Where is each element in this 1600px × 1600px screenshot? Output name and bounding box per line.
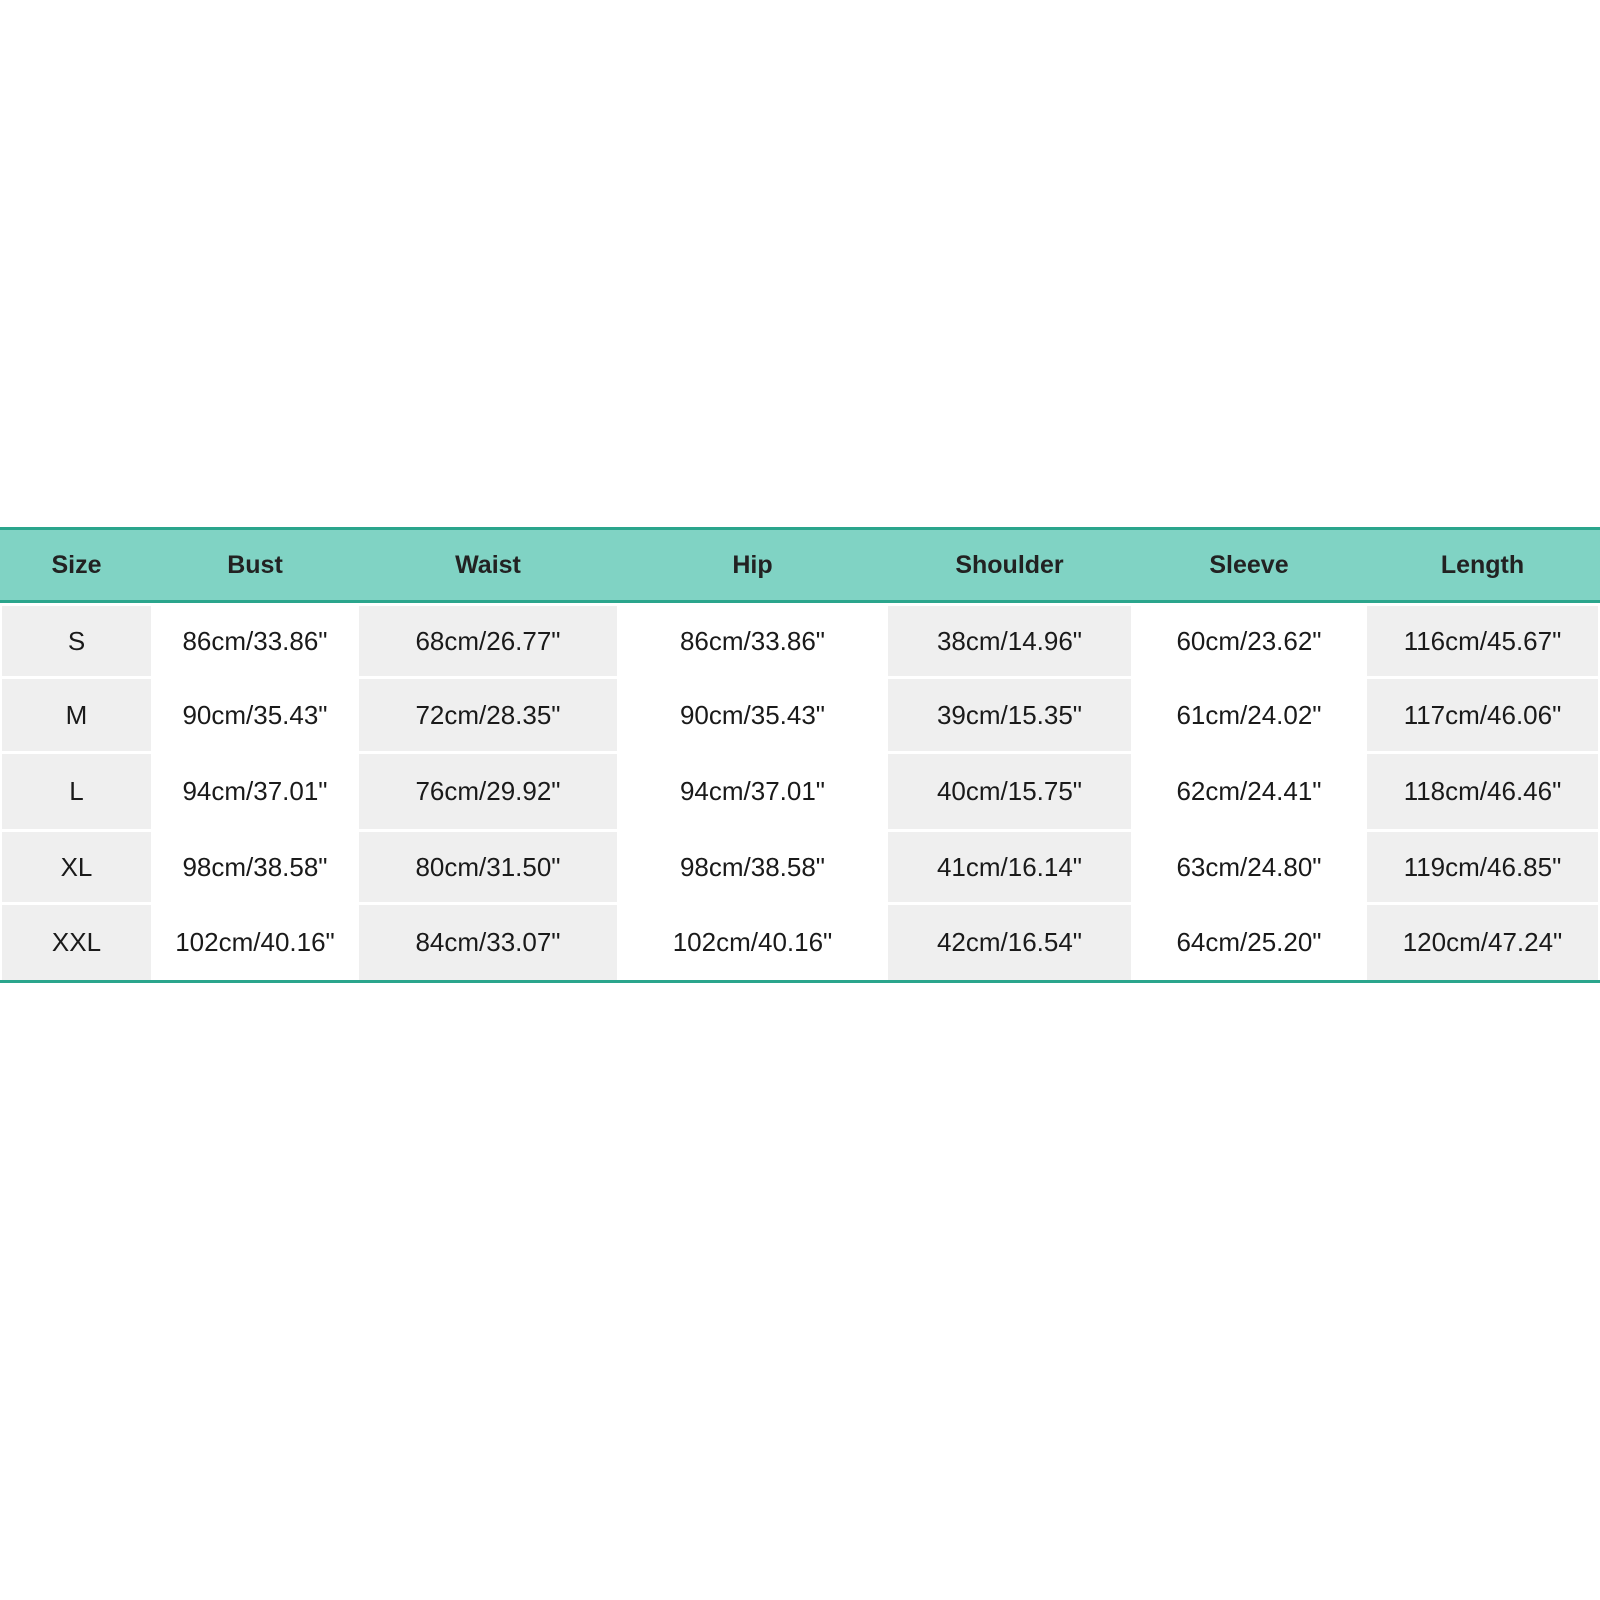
table-cell: M — [2, 679, 151, 751]
table-cell: 84cm/33.07" — [359, 905, 617, 980]
table-cell: 68cm/26.77" — [359, 606, 617, 676]
table-cell: 116cm/45.67" — [1367, 606, 1598, 676]
table-cell: 90cm/35.43" — [153, 679, 357, 751]
table-cell: 64cm/25.20" — [1133, 905, 1365, 980]
table-cell: 42cm/16.54" — [888, 905, 1131, 980]
column-header: Hip — [732, 550, 773, 579]
header-band — [0, 527, 1600, 603]
table-cell: XXL — [2, 905, 151, 980]
table-cell: 120cm/47.24" — [1367, 905, 1598, 980]
column-header: Sleeve — [1209, 550, 1289, 579]
table-cell: 39cm/15.35" — [888, 679, 1131, 751]
bottom-rule — [0, 980, 1600, 983]
table-cell: L — [2, 754, 151, 829]
table-cell: 60cm/23.62" — [1133, 606, 1365, 676]
column-header: Size — [51, 550, 102, 579]
table-cell: 41cm/16.14" — [888, 832, 1131, 902]
table-cell: 38cm/14.96" — [888, 606, 1131, 676]
table-cell: XL — [2, 832, 151, 902]
table-cell: 80cm/31.50" — [359, 832, 617, 902]
column-header: Shoulder — [955, 550, 1064, 579]
table-cell: 98cm/38.58" — [619, 832, 886, 902]
table-cell: 117cm/46.06" — [1367, 679, 1598, 751]
table-cell: 40cm/15.75" — [888, 754, 1131, 829]
table-cell: 98cm/38.58" — [153, 832, 357, 902]
column-header: Waist — [455, 550, 521, 579]
table-cell: 94cm/37.01" — [619, 754, 886, 829]
table-cell: 102cm/40.16" — [153, 905, 357, 980]
column-header: Bust — [227, 550, 283, 579]
table-cell: 94cm/37.01" — [153, 754, 357, 829]
table-cell: 102cm/40.16" — [619, 905, 886, 980]
table-cell: 72cm/28.35" — [359, 679, 617, 751]
table-cell: 118cm/46.46" — [1367, 754, 1598, 829]
table-cell: S — [2, 606, 151, 676]
table-cell: 119cm/46.85" — [1367, 832, 1598, 902]
table-cell: 61cm/24.02" — [1133, 679, 1365, 751]
table-cell: 76cm/29.92" — [359, 754, 617, 829]
table-cell: 62cm/24.41" — [1133, 754, 1365, 829]
table-cell: 63cm/24.80" — [1133, 832, 1365, 902]
table-cell: 86cm/33.86" — [619, 606, 886, 676]
column-header: Length — [1440, 550, 1525, 579]
table-cell: 86cm/33.86" — [153, 606, 357, 676]
table-cell: 90cm/35.43" — [619, 679, 886, 751]
